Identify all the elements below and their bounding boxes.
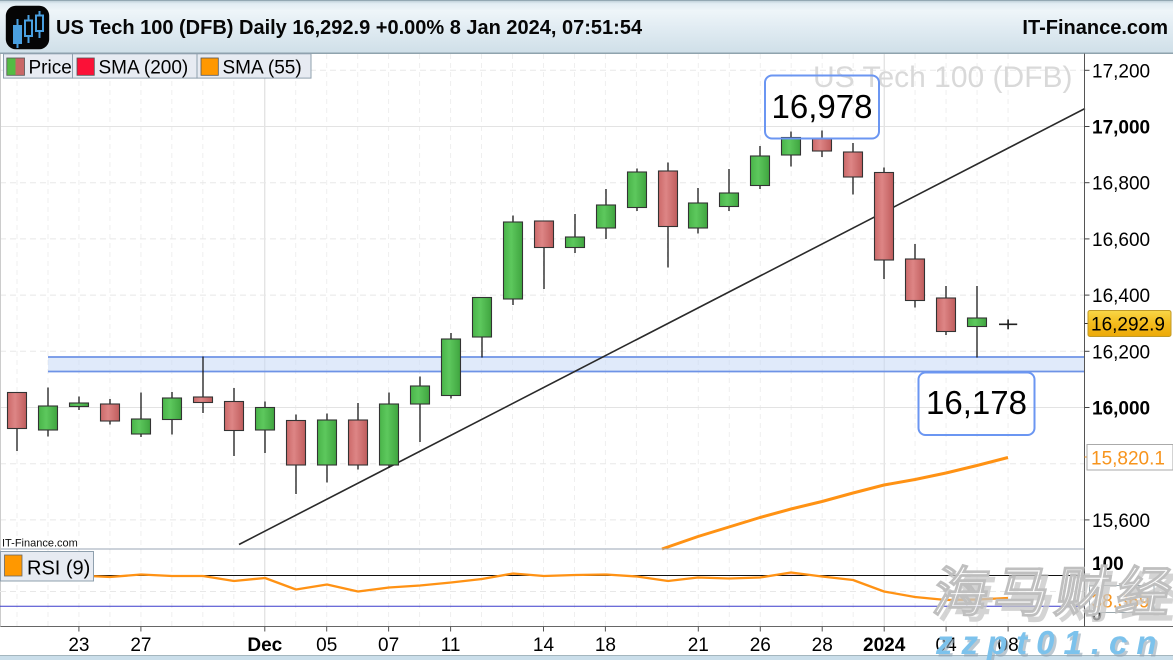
svg-text:23: 23 xyxy=(68,635,89,656)
svg-text:07: 07 xyxy=(378,635,399,656)
svg-text:16,978: 16,978 xyxy=(772,88,873,125)
svg-text:15,600: 15,600 xyxy=(1092,511,1150,532)
svg-text:18: 18 xyxy=(595,635,616,656)
svg-text:IT-Finance.com: IT-Finance.com xyxy=(1022,17,1168,39)
svg-text:17,200: 17,200 xyxy=(1092,61,1150,82)
svg-text:0: 0 xyxy=(1092,605,1103,626)
svg-text:Dec: Dec xyxy=(247,635,282,656)
svg-text:RSI (9): RSI (9) xyxy=(27,558,90,580)
svg-text:16,200: 16,200 xyxy=(1092,342,1150,363)
svg-text:16,178: 16,178 xyxy=(926,384,1027,421)
svg-text:11: 11 xyxy=(441,635,461,656)
svg-text:26: 26 xyxy=(750,635,771,656)
svg-text:US Tech 100 (DFB) Daily 16,292: US Tech 100 (DFB) Daily 16,292.9 +0.00% … xyxy=(56,17,643,39)
svg-text:08: 08 xyxy=(998,635,1019,656)
svg-text:海马财经: 海马财经 xyxy=(935,568,1173,629)
svg-text:16,292.9: 16,292.9 xyxy=(1091,315,1165,336)
svg-text:28: 28 xyxy=(812,635,833,656)
svg-text:16,800: 16,800 xyxy=(1092,174,1150,195)
svg-text:21: 21 xyxy=(688,635,709,656)
svg-text:海马财经: 海马财经 xyxy=(929,562,1173,623)
svg-text:US Tech 100 (DFB): US Tech 100 (DFB) xyxy=(813,61,1073,94)
svg-text:zzpt01.cn: zzpt01.cn xyxy=(938,627,1169,660)
svg-text:27: 27 xyxy=(130,635,151,656)
svg-text:SMA (55): SMA (55) xyxy=(223,58,302,79)
svg-text:16,000: 16,000 xyxy=(1092,399,1150,420)
svg-text:04: 04 xyxy=(936,635,958,656)
svg-text:100: 100 xyxy=(1092,554,1124,575)
svg-text:SMA (200): SMA (200) xyxy=(99,58,189,79)
svg-text:38.369: 38.369 xyxy=(1092,592,1150,613)
svg-text:Price: Price xyxy=(29,58,72,79)
svg-text:2024: 2024 xyxy=(863,635,906,656)
svg-text:15,820.1: 15,820.1 xyxy=(1091,449,1165,470)
svg-text:16,600: 16,600 xyxy=(1092,230,1150,251)
svg-text:16,400: 16,400 xyxy=(1092,286,1150,307)
svg-text:17,000: 17,000 xyxy=(1092,118,1150,139)
svg-text:zzpt01.cn: zzpt01.cn xyxy=(935,624,1166,660)
svg-text:14: 14 xyxy=(533,635,555,656)
svg-text:IT-Finance.com: IT-Finance.com xyxy=(2,538,78,550)
svg-text:05: 05 xyxy=(316,635,337,656)
